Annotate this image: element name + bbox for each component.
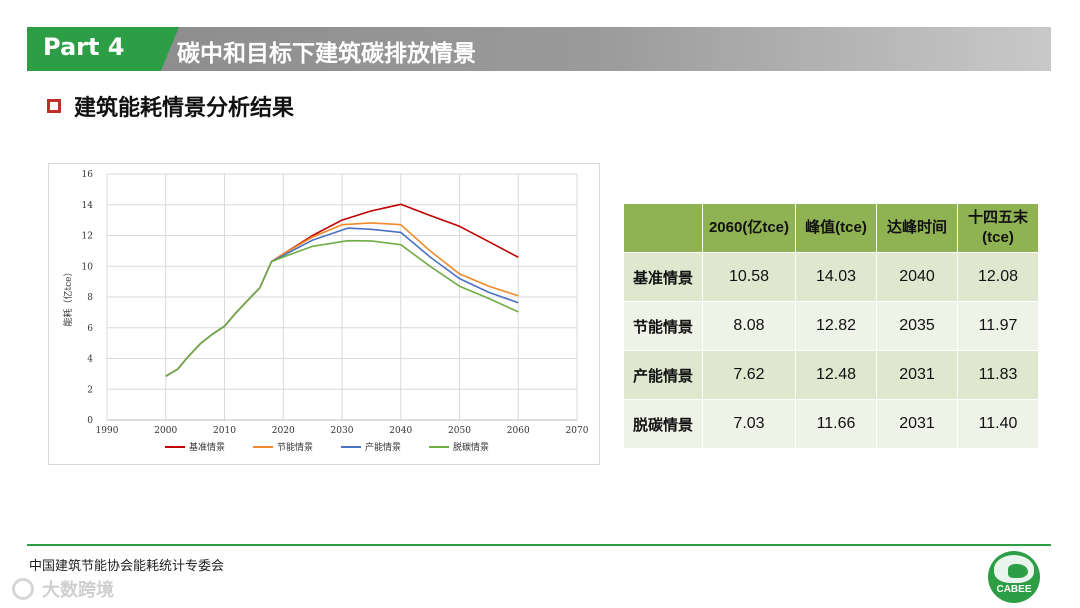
table-header-cell: 达峰时间 bbox=[876, 203, 958, 253]
table-cell: 2035 bbox=[876, 301, 958, 351]
table-header-cell: 十四五末 (tce) bbox=[957, 203, 1039, 253]
table-cell: 12.48 bbox=[795, 350, 877, 400]
part-tab: Part 4 bbox=[27, 27, 179, 71]
table-header-cell: 2060(亿tce) bbox=[702, 203, 796, 253]
table-cell: 7.62 bbox=[702, 350, 796, 400]
x-tick-label: 2030 bbox=[331, 426, 354, 436]
part-label: Part 4 bbox=[43, 33, 125, 61]
x-tick-label: 1990 bbox=[96, 426, 119, 436]
table-header-cell bbox=[623, 203, 703, 253]
logo-text: CABEE bbox=[996, 584, 1032, 595]
table-cell: 7.03 bbox=[702, 399, 796, 449]
footer-divider bbox=[27, 544, 1051, 546]
chart-frame: 0 2 4 6 8 10 12 14 16 1990 2000 2010 2020 2030 2040 205… bbox=[48, 163, 600, 465]
section-heading-text: 建筑能耗情景分析结果 bbox=[74, 95, 295, 121]
cabee-logo: CABEE bbox=[988, 551, 1040, 603]
y-tick-label: 2 bbox=[87, 385, 93, 395]
table-header-row: 2060(亿tce) 峰值(tce) 达峰时间 十四五末 (tce) bbox=[623, 203, 1039, 253]
y-tick-label: 10 bbox=[82, 262, 94, 272]
table-cell: 10.58 bbox=[702, 252, 796, 302]
x-tick-label: 2010 bbox=[213, 426, 236, 436]
table-cell: 14.03 bbox=[795, 252, 877, 302]
table-cell: 8.08 bbox=[702, 301, 796, 351]
table-row: 脱碳情景 7.03 11.66 2031 11.40 bbox=[623, 399, 1039, 449]
x-tick-label: 2020 bbox=[272, 426, 295, 436]
x-tick-label: 2060 bbox=[507, 426, 530, 436]
table-cell: 2040 bbox=[876, 252, 958, 302]
globe-icon bbox=[994, 555, 1034, 583]
table-cell: 2031 bbox=[876, 350, 958, 400]
title-banner: Part 4 碳中和目标下建筑碳排放情景 bbox=[27, 27, 1051, 71]
y-tick-label: 0 bbox=[87, 416, 93, 426]
table-row-label: 脱碳情景 bbox=[623, 399, 703, 449]
table-row: 产能情景 7.62 12.48 2031 11.83 bbox=[623, 350, 1039, 400]
table-cell: 11.40 bbox=[957, 399, 1039, 449]
y-tick-label: 16 bbox=[82, 170, 94, 180]
x-tick-label: 2040 bbox=[389, 426, 412, 436]
table-header-cell: 峰值(tce) bbox=[795, 203, 877, 253]
energy-consumption-chart: 0 2 4 6 8 10 12 14 16 1990 2000 2010 2020 2030 2040 205… bbox=[62, 170, 589, 453]
square-bullet-icon bbox=[47, 99, 61, 113]
table-cell: 2031 bbox=[876, 399, 958, 449]
legend-label: 脱碳情景 bbox=[453, 441, 489, 453]
results-table: 2060(亿tce) 峰值(tce) 达峰时间 十四五末 (tce) 基准情景 … bbox=[623, 203, 1039, 449]
table-row-label: 节能情景 bbox=[623, 301, 703, 351]
watermark-icon bbox=[12, 578, 34, 600]
legend-label: 产能情景 bbox=[365, 441, 401, 453]
table-row-label: 产能情景 bbox=[623, 350, 703, 400]
section-heading: 建筑能耗情景分析结果 bbox=[47, 90, 294, 122]
y-axis-label: 能耗（亿tce） bbox=[62, 268, 74, 327]
footer-organization: 中国建筑节能协会能耗统计专委会 bbox=[29, 559, 225, 574]
table-row-label: 基准情景 bbox=[623, 252, 703, 302]
x-tick-label: 2050 bbox=[448, 426, 471, 436]
y-tick-label: 14 bbox=[82, 201, 94, 211]
legend-label: 基准情景 bbox=[189, 441, 225, 453]
page-title: 碳中和目标下建筑碳排放情景 bbox=[177, 41, 476, 67]
x-tick-label: 2000 bbox=[154, 426, 177, 436]
legend-label: 节能情景 bbox=[277, 441, 313, 453]
y-tick-label: 6 bbox=[87, 324, 93, 334]
y-tick-label: 4 bbox=[87, 355, 93, 365]
table-row: 基准情景 10.58 14.03 2040 12.08 bbox=[623, 252, 1039, 302]
watermark: 大数跨境 bbox=[12, 576, 114, 602]
table-cell: 11.66 bbox=[795, 399, 877, 449]
table-row: 节能情景 8.08 12.82 2035 11.97 bbox=[623, 301, 1039, 351]
x-tick-label: 2070 bbox=[566, 426, 589, 436]
table-cell: 12.08 bbox=[957, 252, 1039, 302]
table-cell: 12.82 bbox=[795, 301, 877, 351]
y-tick-label: 8 bbox=[87, 293, 93, 303]
y-tick-label: 12 bbox=[82, 232, 93, 242]
series-line-脱碳情景 bbox=[165, 239, 519, 377]
table-cell: 11.97 bbox=[957, 301, 1039, 351]
watermark-text: 大数跨境 bbox=[42, 580, 114, 601]
banner-background bbox=[27, 27, 1051, 71]
table-cell: 11.83 bbox=[957, 350, 1039, 400]
